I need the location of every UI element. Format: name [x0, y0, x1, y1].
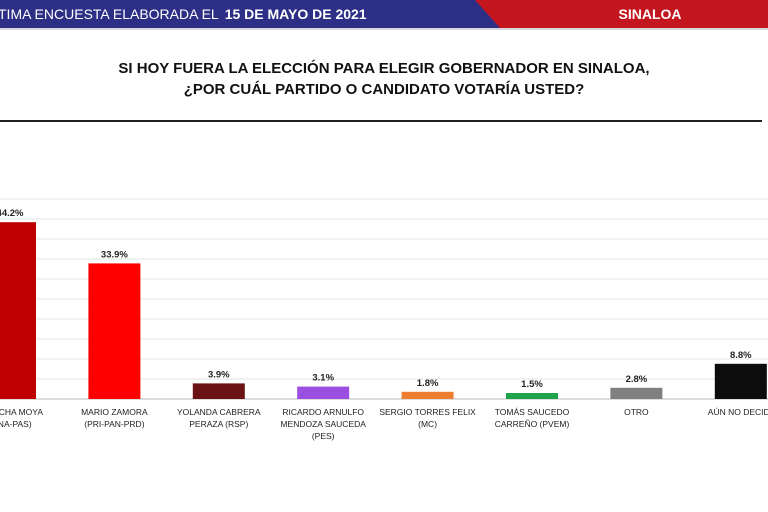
- data-label: 1.8%: [417, 378, 439, 389]
- category-label-line: AÚN NO DECID: [707, 407, 768, 417]
- bar: [401, 391, 454, 399]
- category-label-line: MARIO ZAMORA: [81, 407, 148, 417]
- category-label-line: (PES): [311, 431, 335, 441]
- category-label: TOMÁS SAUCEDO CARREÑO (PVEM): [480, 406, 584, 430]
- category-label: RICARDO ARNULFO MENDOZA SAUCEDA (PES): [271, 406, 375, 442]
- category-label: OTRO: [584, 406, 688, 418]
- bar: [714, 363, 767, 399]
- category-label: SERGIO TORRES FELIX (MC): [376, 406, 480, 430]
- category-label-line: (PRI-PAN-PRD): [84, 419, 145, 429]
- category-label-line: PERAZA (RSP): [189, 419, 249, 429]
- bar: [88, 263, 141, 399]
- category-label-line: YOLANDA CABRERA: [176, 407, 261, 417]
- category-label-line: RICARDO ARNULFO: [282, 407, 365, 417]
- survey-caption: TIMA ENCUESTA ELABORADA EL: [0, 6, 219, 22]
- survey-date: 15 DE MAYO DE 2021: [224, 6, 367, 22]
- chart-title-line-1: SI HOY FUERA LA ELECCIÓN PARA ELEGIR GOB…: [118, 60, 650, 77]
- chart-title-line-2: ¿POR CUÁL PARTIDO O CANDIDATO VOTARÍA US…: [183, 81, 585, 98]
- data-label: 33.9%: [101, 249, 128, 260]
- survey-date-text: TIMA ENCUESTA ELABORADA EL 15 DE MAYO DE …: [0, 6, 367, 22]
- category-label-line: CARREÑO (PVEM): [494, 419, 570, 429]
- data-label: 8.8%: [730, 350, 752, 361]
- header-region-band: [475, 0, 768, 28]
- bar: [297, 386, 350, 399]
- category-label-line: (MC): [418, 419, 438, 429]
- category-label: AÚN NO DECID: [708, 406, 768, 418]
- data-label: 1.5%: [521, 379, 543, 390]
- category-label-line: OTRO: [624, 407, 649, 417]
- data-label: 44.2%: [0, 208, 24, 219]
- header-divider: [0, 28, 768, 30]
- bar: [610, 387, 663, 399]
- category-label-line: TOMÁS SAUCEDO: [494, 407, 570, 417]
- category-label-line: MENDOZA SAUCEDA: [280, 419, 366, 429]
- category-label: MARIO ZAMORA (PRI-PAN-PRD): [62, 406, 166, 430]
- category-label: ROCHA MOYA RENA-PAS): [0, 406, 90, 430]
- data-label: 3.9%: [208, 369, 230, 380]
- title-rule: [0, 120, 762, 122]
- bar: [506, 393, 558, 399]
- category-label-line: ROCHA MOYA: [0, 407, 43, 417]
- bar: [192, 383, 245, 399]
- data-label: 3.1%: [312, 373, 334, 384]
- region-label: SINALOA: [618, 6, 682, 22]
- category-label-line: RENA-PAS): [0, 419, 32, 429]
- category-label: YOLANDA CABRERA PERAZA (RSP): [167, 406, 271, 430]
- bar: [0, 222, 36, 399]
- data-label: 2.8%: [626, 374, 648, 385]
- category-label-line: SERGIO TORRES FELIX: [379, 407, 476, 417]
